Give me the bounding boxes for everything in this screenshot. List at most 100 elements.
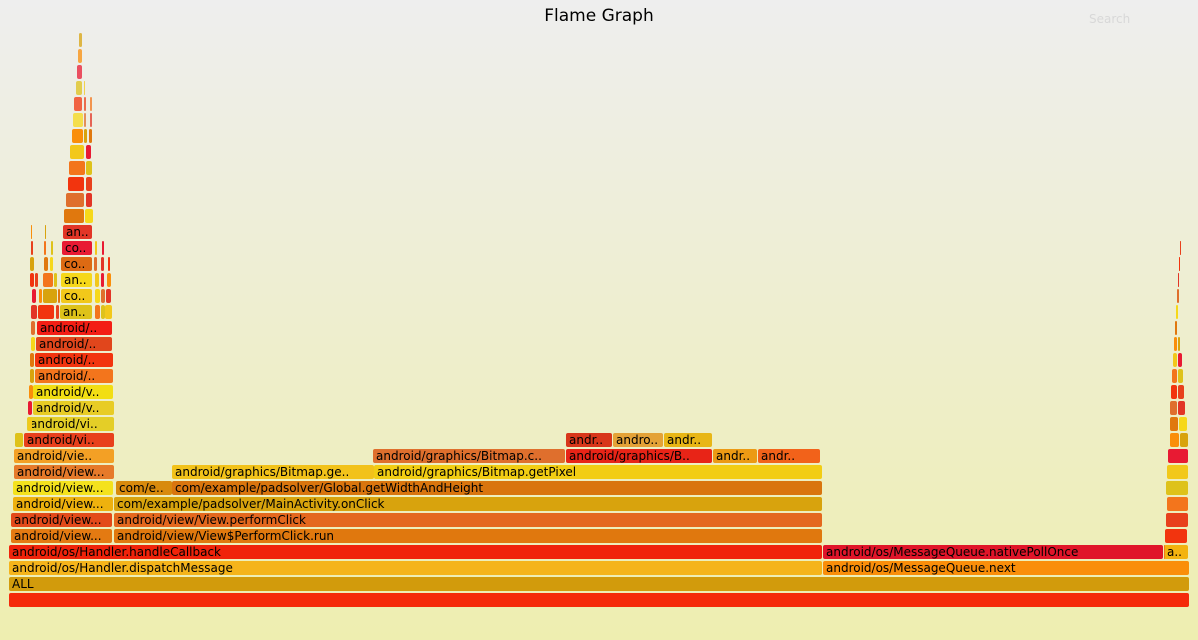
flame-frame-small[interactable] xyxy=(69,161,85,175)
flame-frame-small[interactable] xyxy=(1179,257,1180,271)
flame-frame-small[interactable] xyxy=(39,289,42,303)
flame-frame[interactable] xyxy=(9,593,1189,607)
flame-frame[interactable]: android/view... xyxy=(13,497,113,511)
flame-frame-small[interactable] xyxy=(86,177,92,191)
flame-frame[interactable]: android/vi.. xyxy=(24,433,114,447)
flame-frame-small[interactable] xyxy=(1178,273,1179,287)
flame-frame-small[interactable] xyxy=(1180,433,1188,447)
flame-frame-small[interactable] xyxy=(1166,513,1188,527)
flame-frame-small[interactable] xyxy=(95,273,99,287)
flame-frame-small[interactable] xyxy=(86,193,92,207)
flame-frame-small[interactable] xyxy=(1171,385,1177,399)
flame-frame[interactable]: android/.. xyxy=(35,369,113,383)
flame-frame-small[interactable] xyxy=(1173,353,1177,367)
search-button[interactable]: Search xyxy=(1089,12,1131,26)
flame-frame[interactable]: android/os/Handler.dispatchMessage xyxy=(9,561,822,575)
flame-frame[interactable]: android/os/MessageQueue.nativePollOnce xyxy=(823,545,1163,559)
flame-frame-small[interactable] xyxy=(43,273,53,287)
flame-frame-small[interactable] xyxy=(86,161,92,175)
flame-frame-small[interactable] xyxy=(31,305,37,319)
flame-frame-small[interactable] xyxy=(1164,545,1165,559)
flame-frame-small[interactable] xyxy=(101,257,104,271)
flame-frame-small[interactable] xyxy=(1170,401,1177,415)
flame-frame-small[interactable] xyxy=(95,289,100,303)
flame-frame[interactable]: andr.. xyxy=(713,449,757,463)
flame-frame-small[interactable] xyxy=(1179,417,1187,431)
flame-frame-small[interactable] xyxy=(29,385,33,399)
flame-frame-small[interactable] xyxy=(1175,321,1177,335)
flame-frame-small[interactable] xyxy=(79,33,82,47)
flame-frame-small[interactable] xyxy=(35,273,38,287)
flame-frame[interactable]: android/view... xyxy=(11,529,112,543)
flame-frame-small[interactable] xyxy=(44,241,46,255)
flame-frame-small[interactable] xyxy=(101,305,105,319)
flame-frame-small[interactable] xyxy=(95,241,97,255)
flame-frame-small[interactable] xyxy=(28,417,32,431)
flame-frame[interactable]: android/vie.. xyxy=(14,449,114,463)
flame-frame[interactable]: android/view... xyxy=(11,513,112,527)
flame-frame[interactable]: android/graphics/Bitmap.c.. xyxy=(373,449,565,463)
flame-frame-small[interactable] xyxy=(107,273,111,287)
flame-frame[interactable]: com/e.. xyxy=(116,481,172,495)
flame-frame-small[interactable] xyxy=(1178,337,1180,351)
flame-frame[interactable]: co.. xyxy=(62,241,92,255)
flame-frame-small[interactable] xyxy=(28,401,32,415)
flame-frame-small[interactable] xyxy=(1168,449,1188,463)
flame-frame-small[interactable] xyxy=(45,225,46,239)
flame-frame-small[interactable] xyxy=(32,289,36,303)
flame-frame-small[interactable] xyxy=(1166,481,1188,495)
flame-frame-small[interactable] xyxy=(58,289,60,303)
flame-frame-small[interactable] xyxy=(56,305,59,319)
flame-frame-small[interactable] xyxy=(1176,305,1178,319)
flame-frame-small[interactable] xyxy=(51,241,53,255)
flame-frame-small[interactable] xyxy=(1178,385,1184,399)
flame-frame[interactable]: an.. xyxy=(60,305,92,319)
flame-frame[interactable]: android/v.. xyxy=(33,401,114,415)
flame-frame-small[interactable] xyxy=(70,145,84,159)
flame-frame-small[interactable] xyxy=(101,289,105,303)
flame-frame-small[interactable] xyxy=(31,321,35,335)
flame-frame-small[interactable] xyxy=(101,273,104,287)
flame-frame[interactable]: android/os/MessageQueue.next xyxy=(823,561,1189,575)
flame-frame-small[interactable] xyxy=(1177,289,1179,303)
flame-frame[interactable]: an.. xyxy=(61,273,92,287)
flame-frame-small[interactable] xyxy=(1167,497,1188,511)
flame-frame-small[interactable] xyxy=(1178,401,1185,415)
flame-frame-small[interactable] xyxy=(95,305,100,319)
flame-frame-small[interactable] xyxy=(85,209,93,223)
flame-frame[interactable]: com/example/padsolver/MainActivity.onCli… xyxy=(114,497,822,511)
flame-frame-small[interactable] xyxy=(90,113,92,127)
flame-frame-small[interactable] xyxy=(54,273,57,287)
flame-frame-small[interactable] xyxy=(1180,241,1181,255)
flame-frame-small[interactable] xyxy=(15,433,23,447)
flame-frame-small[interactable] xyxy=(105,305,112,319)
flame-frame[interactable]: co.. xyxy=(61,289,92,303)
flame-frame-small[interactable] xyxy=(108,257,110,271)
flame-frame[interactable]: co.. xyxy=(61,257,92,271)
flame-frame-small[interactable] xyxy=(94,257,97,271)
flame-frame[interactable]: android/graphics/Bitmap.getPixel xyxy=(374,465,822,479)
flame-frame-small[interactable] xyxy=(64,209,84,223)
flame-frame[interactable]: an.. xyxy=(63,225,92,239)
flame-frame-small[interactable] xyxy=(38,305,54,319)
flame-frame-small[interactable] xyxy=(77,65,82,79)
flame-frame[interactable]: android/view/View.performClick xyxy=(114,513,822,527)
flame-frame-small[interactable] xyxy=(90,97,92,111)
flame-frame[interactable]: a.. xyxy=(1164,545,1188,559)
flame-frame-small[interactable] xyxy=(1170,433,1179,447)
flame-frame[interactable]: andr.. xyxy=(664,433,712,447)
flame-frame[interactable]: andr.. xyxy=(758,449,820,463)
flame-frame-small[interactable] xyxy=(86,145,91,159)
flame-frame[interactable]: android/.. xyxy=(36,337,112,351)
flame-frame-small[interactable] xyxy=(78,49,82,63)
flame-frame[interactable]: android/view... xyxy=(14,465,114,479)
flame-frame-small[interactable] xyxy=(72,129,83,143)
flame-frame-small[interactable] xyxy=(44,257,48,271)
flame-frame[interactable]: com/example/padsolver/Global.getWidthAnd… xyxy=(172,481,822,495)
flame-frame[interactable]: andro.. xyxy=(613,433,663,447)
flame-frame-small[interactable] xyxy=(31,225,32,239)
flame-frame-small[interactable] xyxy=(1174,337,1177,351)
flame-frame-small[interactable] xyxy=(1172,369,1177,383)
flame-frame-small[interactable] xyxy=(1178,353,1182,367)
flame-frame-small[interactable] xyxy=(89,129,92,143)
